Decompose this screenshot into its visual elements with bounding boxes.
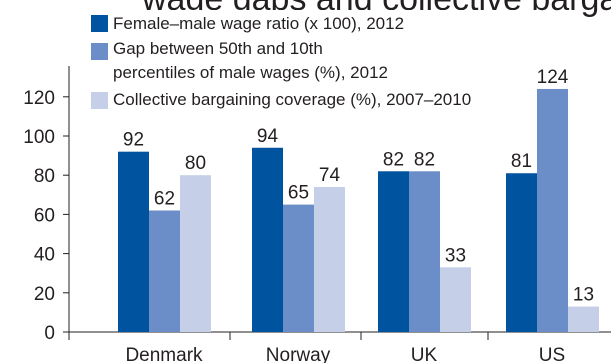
category-label: UK bbox=[411, 345, 438, 363]
bar bbox=[440, 267, 471, 332]
legend-background bbox=[88, 10, 533, 116]
data-label: 80 bbox=[185, 153, 206, 174]
bar bbox=[180, 175, 211, 332]
category-label: US bbox=[539, 345, 565, 363]
legend-label: Collective bargaining coverage (%), 2007… bbox=[113, 90, 471, 109]
data-label: 124 bbox=[537, 67, 569, 88]
data-label: 81 bbox=[511, 151, 532, 172]
data-label: 94 bbox=[257, 126, 279, 147]
legend-label: Female–male wage ratio (x 100), 2012 bbox=[113, 14, 404, 33]
bar bbox=[568, 306, 599, 332]
legend: Female–male wage ratio (x 100), 2012 Gap … bbox=[88, 10, 533, 116]
data-labels: 92 62 80 94 65 74 82 82 33 81 124 13 bbox=[123, 67, 594, 306]
y-tick-label: 80 bbox=[34, 166, 55, 187]
bar bbox=[537, 88, 568, 333]
bar bbox=[283, 204, 314, 332]
legend-swatch bbox=[91, 43, 108, 60]
data-label: 65 bbox=[288, 183, 309, 204]
bar bbox=[252, 147, 283, 332]
category-label: Norway bbox=[266, 345, 331, 363]
bars bbox=[118, 88, 599, 333]
bar bbox=[378, 171, 409, 332]
data-label: 82 bbox=[383, 149, 404, 170]
data-label: 82 bbox=[414, 149, 435, 170]
axes: 0 20 40 60 80 100 120 Denmark Norway UK US bbox=[23, 66, 611, 363]
legend-swatch bbox=[91, 15, 108, 32]
bar bbox=[149, 210, 180, 332]
legend-swatch bbox=[91, 92, 108, 109]
data-label: 33 bbox=[445, 245, 466, 266]
y-tick-label: 40 bbox=[34, 245, 55, 266]
bar bbox=[314, 186, 345, 332]
bar bbox=[409, 171, 440, 332]
y-tick-label: 60 bbox=[34, 205, 55, 226]
y-tick-label: 100 bbox=[23, 127, 55, 148]
y-tick-label: 120 bbox=[23, 88, 55, 109]
legend-label: Gap between 50th and 10th bbox=[113, 39, 323, 58]
category-label: Denmark bbox=[125, 345, 203, 363]
legend-label: percentiles of male wages (%), 2012 bbox=[113, 63, 388, 82]
y-tick-label: 20 bbox=[34, 284, 55, 305]
data-label: 74 bbox=[319, 165, 341, 186]
data-label: 62 bbox=[154, 188, 175, 209]
data-label: 92 bbox=[123, 130, 144, 151]
bar bbox=[506, 173, 537, 332]
y-tick-label: 0 bbox=[44, 323, 55, 344]
data-label: 13 bbox=[573, 285, 594, 306]
bar bbox=[118, 151, 149, 332]
